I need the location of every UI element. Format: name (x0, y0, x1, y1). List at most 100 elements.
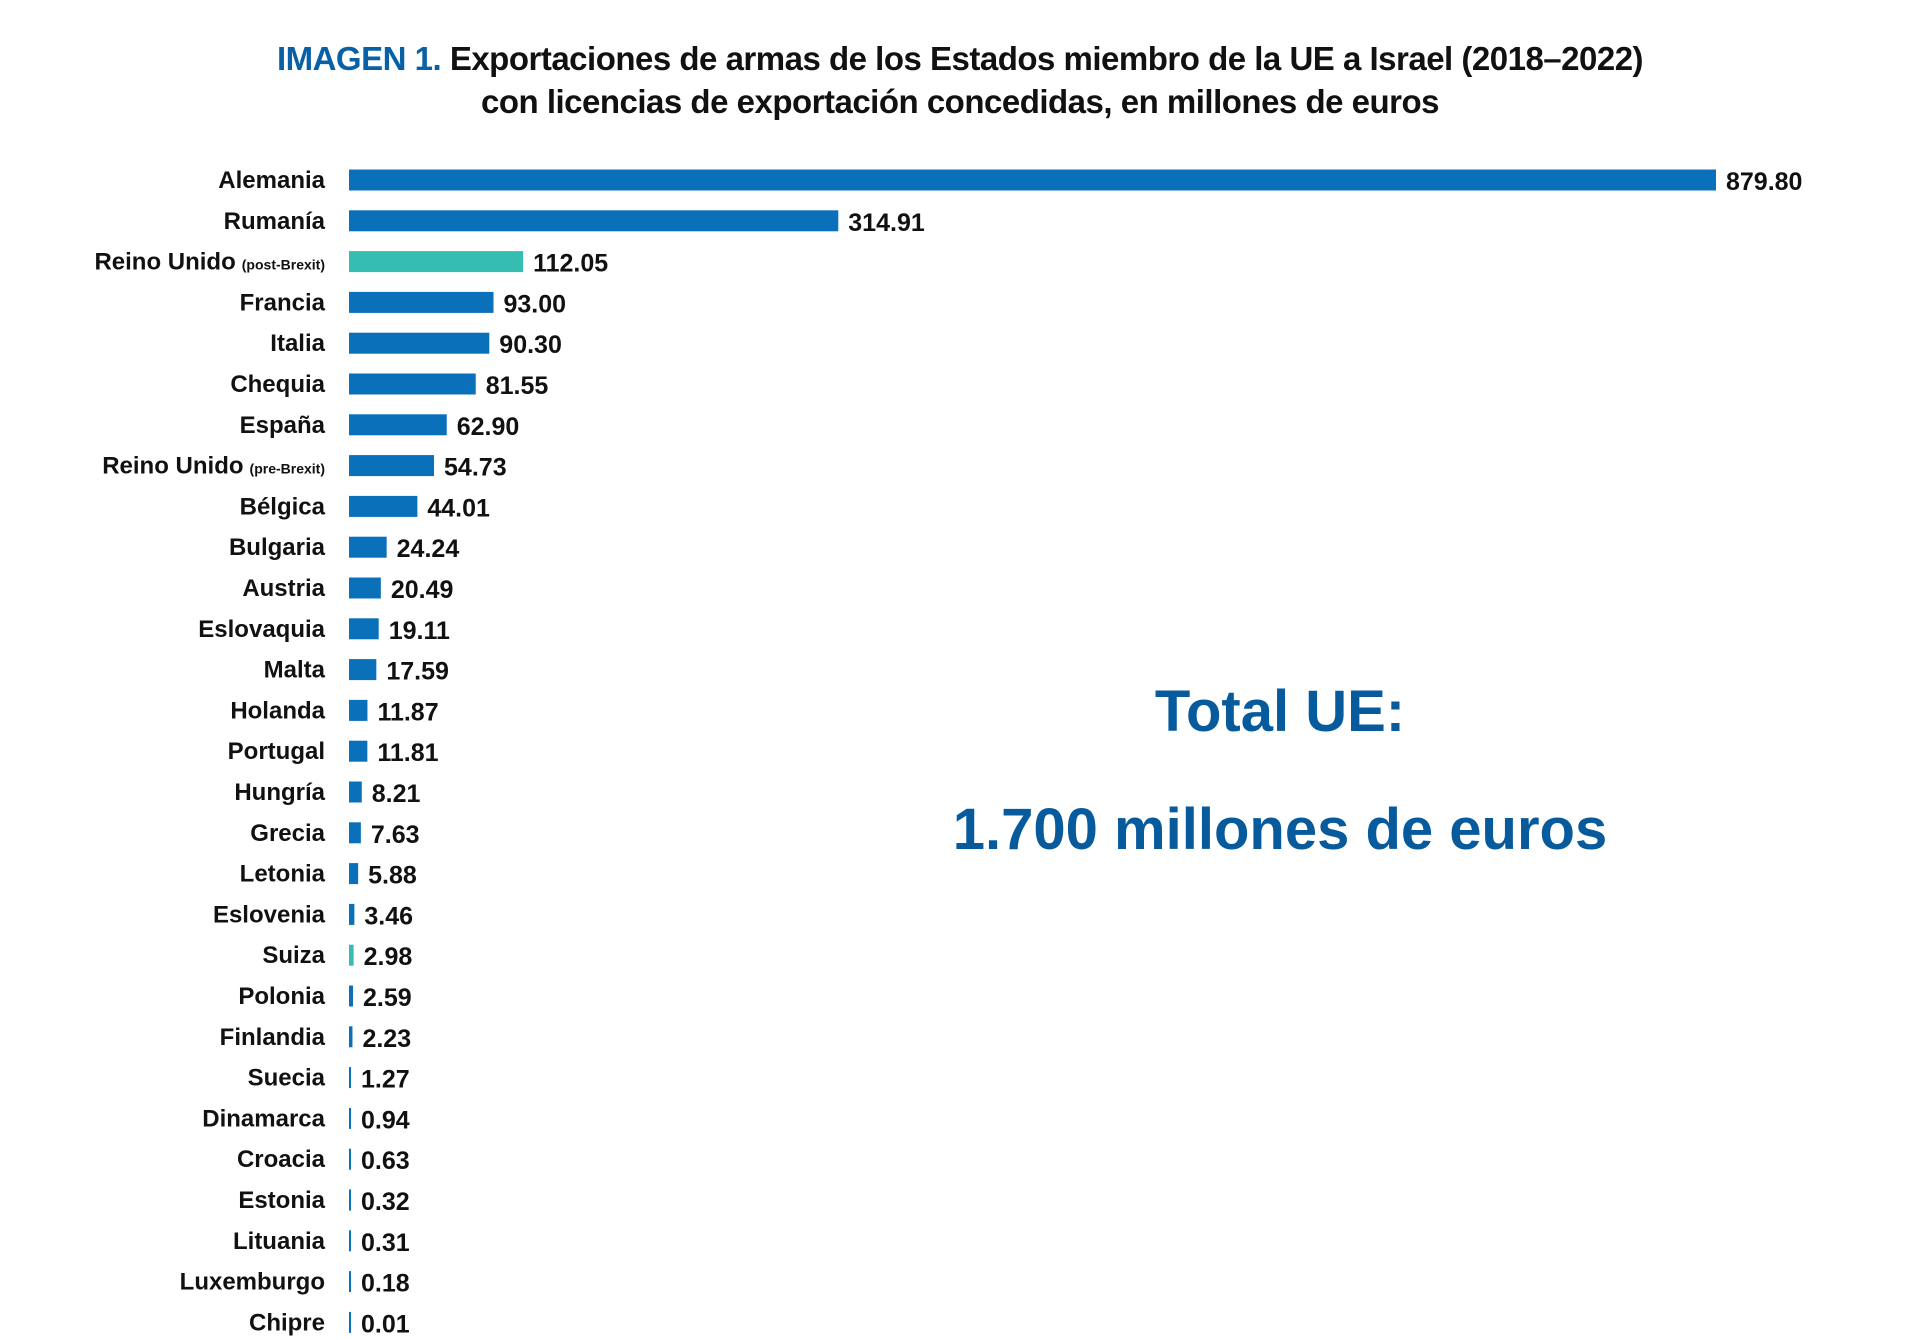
bar-row: Italia 90.30 (270, 330, 562, 359)
bar (349, 1311, 351, 1333)
value-label: 879.80 (1726, 168, 1802, 196)
category-label: Italia (270, 330, 325, 357)
total-annotation-value: 1.700 millones de euros (952, 797, 1608, 862)
bar (349, 985, 354, 1007)
bar-row: Luxemburgo 0.18 (180, 1269, 410, 1298)
category-label: Holanda (230, 697, 325, 724)
bar-row: Polonia 2.59 (238, 983, 411, 1012)
bar (349, 863, 359, 885)
category-label: Hungría (234, 779, 325, 806)
bar-row: Lituania 0.31 (233, 1228, 410, 1257)
bar (349, 414, 447, 436)
category-label: Reino Unido (post-Brexit) (94, 249, 325, 276)
bar (349, 495, 418, 517)
bar (349, 291, 494, 313)
category-label: Austria (242, 575, 325, 602)
bar-row: Eslovaquia 19.11 (198, 616, 450, 645)
category-label: Chequia (230, 371, 325, 398)
bar (349, 1230, 351, 1252)
value-label: 54.73 (444, 454, 507, 482)
category-label: Bélgica (240, 493, 326, 520)
value-label: 0.01 (361, 1310, 410, 1338)
bar-row: Hungría 8.21 (234, 779, 420, 808)
bar-row: Holanda 11.87 (230, 697, 438, 726)
category-label: Chipre (249, 1309, 325, 1336)
category-label: Luxemburgo (180, 1269, 325, 1296)
category-label: Suecia (248, 1065, 326, 1092)
bar-row: Rumanía 314.91 (224, 208, 925, 237)
bar (349, 699, 368, 721)
value-label: 2.23 (362, 1025, 411, 1053)
bar (349, 1107, 351, 1129)
bar (349, 169, 1716, 191)
category-label: Alemania (218, 167, 325, 194)
bar (349, 781, 362, 803)
bar (349, 1271, 351, 1293)
category-label: Letonia (240, 861, 326, 888)
bar (349, 332, 490, 354)
bar (349, 577, 381, 599)
bar (349, 618, 379, 640)
bar-row: Dinamarca 0.94 (202, 1105, 409, 1134)
bar (349, 251, 524, 273)
bar-row: Suecia 1.27 (248, 1065, 410, 1094)
value-label: 19.11 (389, 617, 450, 645)
value-label: 2.59 (363, 984, 412, 1012)
value-label: 81.55 (486, 372, 549, 400)
value-label: 2.98 (364, 943, 413, 971)
value-label: 24.24 (397, 535, 460, 563)
bar (349, 1148, 351, 1170)
category-label: Grecia (250, 820, 325, 847)
value-label: 8.21 (372, 780, 421, 808)
category-label: Eslovaquia (198, 616, 325, 643)
bar-row: España 62.90 (240, 412, 520, 441)
bar (349, 659, 377, 681)
bar-row: Finlandia 2.23 (220, 1024, 411, 1053)
bar-row: Croacia 0.63 (237, 1146, 410, 1175)
value-label: 5.88 (368, 862, 417, 890)
bar-row: Austria 20.49 (242, 575, 453, 604)
category-label: Rumanía (224, 208, 326, 235)
category-label: Francia (240, 289, 326, 316)
bar (349, 1189, 351, 1211)
bar-row: Bélgica 44.01 (240, 493, 490, 522)
value-label: 0.63 (361, 1147, 410, 1175)
category-note: (post-Brexit) (242, 257, 325, 273)
bar-row: Estonia 0.32 (238, 1187, 409, 1216)
value-label: 3.46 (364, 902, 413, 930)
category-label: España (240, 412, 326, 439)
bar-row: Alemania 879.80 (218, 167, 1802, 196)
category-label: Dinamarca (202, 1105, 325, 1132)
category-label: Croacia (237, 1146, 326, 1173)
value-label: 0.31 (361, 1229, 410, 1257)
value-label: 62.90 (457, 413, 520, 441)
value-label: 11.81 (377, 739, 438, 767)
value-label: 20.49 (391, 576, 454, 604)
bar-row: Reino Unido (pre-Brexit) 54.73 (102, 453, 506, 482)
bar-row: Chequia 81.55 (230, 371, 548, 400)
category-note: (pre-Brexit) (250, 461, 325, 477)
value-label: 44.01 (427, 494, 490, 522)
value-label: 0.94 (361, 1106, 410, 1134)
value-label: 1.27 (361, 1066, 410, 1094)
category-label: Eslovenia (213, 901, 326, 928)
bar-row: Eslovenia 3.46 (213, 901, 413, 930)
total-annotation-label: Total UE: (1154, 679, 1406, 744)
bar (349, 822, 361, 844)
value-label: 314.91 (848, 209, 925, 237)
value-label: 17.59 (386, 658, 449, 686)
value-label: 7.63 (371, 821, 420, 849)
bar (349, 903, 355, 925)
value-label: 11.87 (377, 698, 438, 726)
value-label: 90.30 (499, 331, 562, 359)
bar (349, 210, 839, 232)
value-label: 112.05 (533, 250, 608, 278)
bar-row: Chipre 0.01 (249, 1309, 410, 1338)
chart-title-text: Exportaciones de armas de los Estados mi… (449, 40, 1644, 77)
bar (349, 740, 368, 762)
category-label: Lituania (233, 1228, 326, 1255)
bar (349, 536, 387, 558)
value-label: 0.32 (361, 1188, 410, 1216)
category-label: Estonia (238, 1187, 325, 1214)
